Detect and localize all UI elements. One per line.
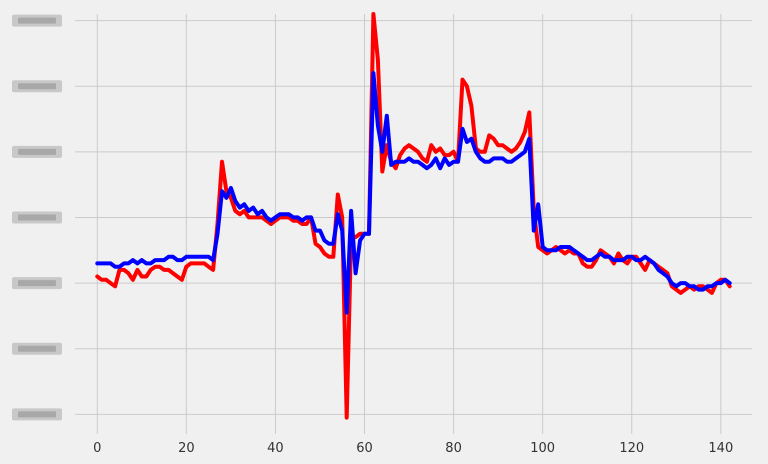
x-tick-label: 60 [356,441,373,456]
x-tick-label: 40 [267,441,284,456]
x-tick-label: 0 [93,441,101,456]
y-tick-label-blurred [12,277,62,290]
x-tick-label: 80 [445,441,462,456]
x-tick-label: 120 [619,441,644,456]
y-tick-label-blurred [12,211,62,224]
x-tick-label: 140 [708,441,733,456]
y-tick-label-blurred [12,14,62,27]
y-tick-label-blurred [12,80,62,93]
x-tick-label: 100 [530,441,555,456]
y-tick-label-blurred [12,408,62,421]
series-lines [95,12,732,420]
blue-series-line [95,71,732,315]
y-tick-label-blurred [12,342,62,355]
x-tick-label: 20 [178,441,195,456]
red-series-line [95,12,732,420]
x-tick-labels: 0 20 40 60 80 100 120 140 [93,441,733,456]
grid-lines [75,14,752,434]
y-tick-label-blurred [12,145,62,158]
y-tick-labels [12,14,62,421]
